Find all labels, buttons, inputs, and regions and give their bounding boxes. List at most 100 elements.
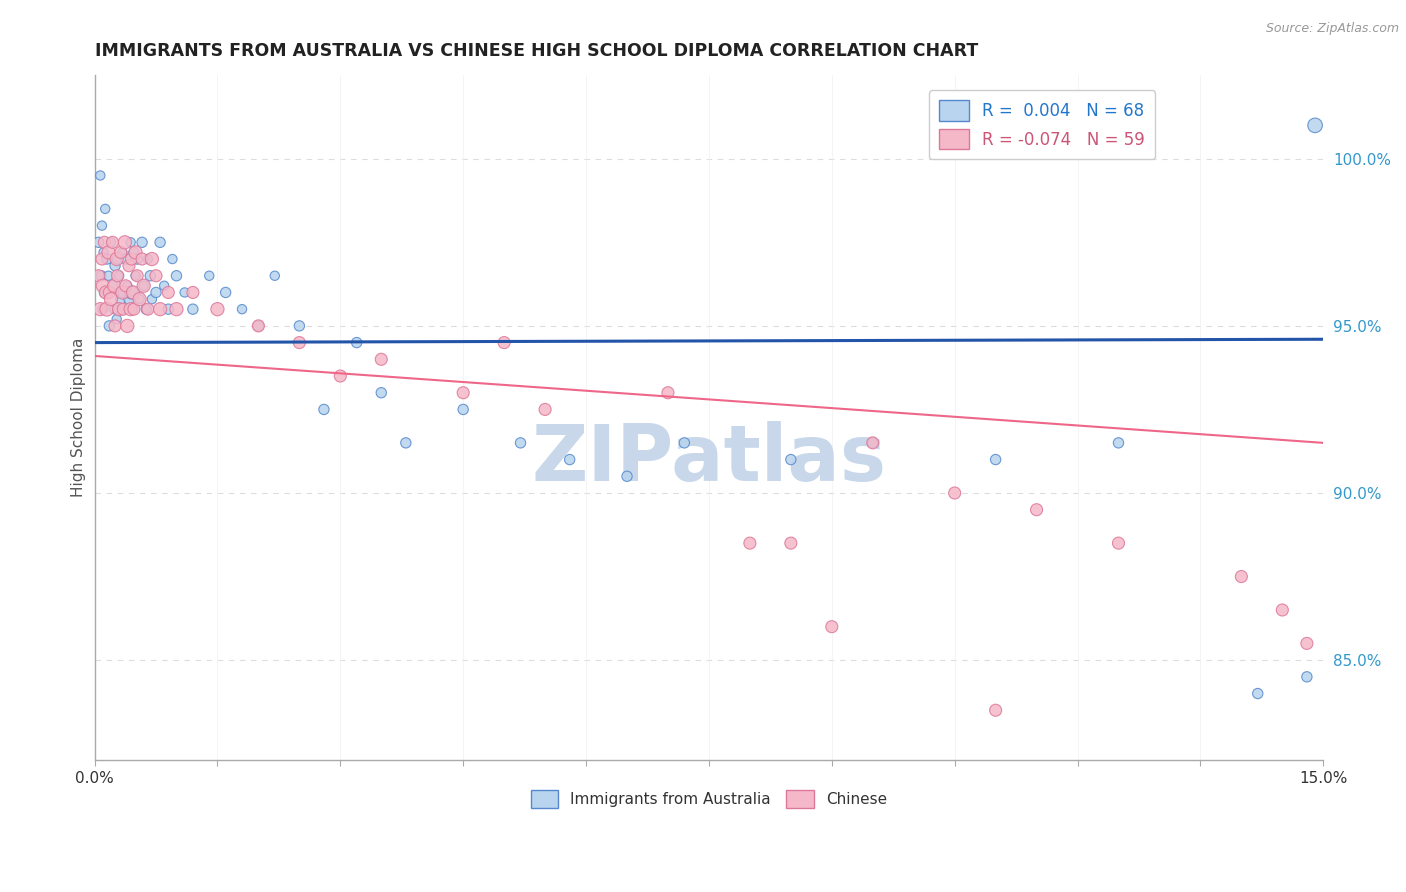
Point: [247, 318, 270, 333]
Point: [779, 452, 801, 467]
Point: [120, 235, 142, 250]
Point: [135, 302, 157, 317]
Point: [124, 268, 146, 283]
Point: [1303, 119, 1326, 133]
Point: [97, 268, 120, 283]
Point: [96, 252, 118, 266]
Point: [231, 302, 253, 317]
Point: [1108, 536, 1130, 550]
Point: [181, 285, 204, 300]
Point: [91, 302, 114, 317]
Point: [90, 268, 112, 283]
Point: [1247, 687, 1270, 701]
Point: [395, 435, 418, 450]
Point: [370, 385, 392, 400]
Point: [131, 235, 153, 250]
Point: [117, 318, 139, 333]
Point: [118, 292, 141, 306]
Point: [132, 278, 155, 293]
Point: [312, 402, 335, 417]
Point: [108, 302, 131, 317]
Point: [173, 285, 195, 300]
Point: [114, 252, 136, 266]
Point: [153, 278, 176, 293]
Point: [127, 268, 149, 283]
Point: [124, 245, 146, 260]
Point: [141, 252, 163, 266]
Point: [107, 268, 129, 283]
Point: [120, 302, 142, 317]
Point: [122, 302, 145, 317]
Point: [100, 235, 122, 250]
Point: [101, 235, 124, 250]
Point: [120, 252, 142, 266]
Point: [96, 302, 118, 317]
Text: IMMIGRANTS FROM AUSTRALIA VS CHINESE HIGH SCHOOL DIPLOMA CORRELATION CHART: IMMIGRANTS FROM AUSTRALIA VS CHINESE HIG…: [94, 42, 977, 60]
Point: [114, 235, 136, 250]
Point: [122, 245, 145, 260]
Point: [166, 268, 188, 283]
Point: [494, 335, 516, 350]
Point: [132, 278, 155, 293]
Point: [89, 169, 111, 183]
Point: [91, 278, 114, 293]
Point: [105, 312, 128, 326]
Point: [98, 318, 121, 333]
Point: [136, 252, 159, 266]
Point: [451, 385, 474, 400]
Point: [100, 292, 122, 306]
Point: [128, 292, 150, 306]
Text: ZIPatlas: ZIPatlas: [531, 421, 886, 497]
Point: [136, 302, 159, 317]
Point: [139, 268, 162, 283]
Point: [91, 219, 114, 233]
Point: [1025, 502, 1047, 516]
Point: [93, 235, 115, 250]
Point: [97, 245, 120, 260]
Point: [110, 292, 132, 306]
Point: [162, 252, 184, 266]
Point: [263, 268, 285, 283]
Point: [370, 352, 392, 367]
Point: [93, 285, 115, 300]
Point: [112, 302, 135, 317]
Point: [105, 252, 128, 266]
Point: [288, 318, 311, 333]
Point: [943, 486, 966, 500]
Point: [149, 235, 172, 250]
Point: [94, 285, 117, 300]
Point: [114, 302, 136, 317]
Point: [862, 435, 884, 450]
Point: [145, 285, 167, 300]
Legend: Immigrants from Australia, Chinese: Immigrants from Australia, Chinese: [524, 783, 893, 814]
Point: [103, 302, 125, 317]
Point: [166, 302, 188, 317]
Point: [616, 469, 638, 483]
Point: [247, 318, 270, 333]
Point: [122, 285, 145, 300]
Point: [509, 435, 531, 450]
Point: [738, 536, 761, 550]
Point: [198, 268, 221, 283]
Point: [111, 285, 134, 300]
Point: [98, 285, 121, 300]
Text: Source: ZipAtlas.com: Source: ZipAtlas.com: [1265, 22, 1399, 36]
Point: [127, 252, 149, 266]
Point: [108, 268, 131, 283]
Point: [91, 252, 114, 266]
Point: [862, 435, 884, 450]
Point: [110, 245, 132, 260]
Point: [149, 302, 172, 317]
Point: [1230, 569, 1253, 583]
Point: [87, 235, 110, 250]
Point: [1108, 435, 1130, 450]
Point: [107, 252, 129, 266]
Point: [984, 703, 1007, 717]
Point: [120, 285, 142, 300]
Point: [207, 302, 229, 317]
Point: [534, 402, 557, 417]
Point: [101, 278, 124, 293]
Point: [1296, 670, 1319, 684]
Point: [93, 245, 115, 260]
Point: [157, 302, 180, 317]
